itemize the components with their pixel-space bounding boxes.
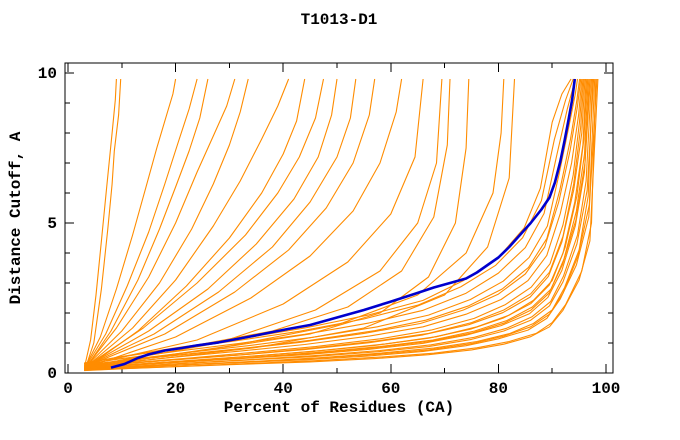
x-tick-label: 80 [489,380,508,398]
model-curve [84,78,589,370]
model-curve [91,78,403,367]
x-tick-label: 20 [166,380,185,398]
model-curve [84,78,583,368]
x-tick-label: 100 [592,380,621,398]
model-curve [84,78,596,371]
model-curve [86,78,451,368]
model-curve [84,78,597,371]
highlight-curve [110,78,577,369]
model-curve [88,78,249,365]
y-tick-label: 5 [47,215,57,233]
model-curve [84,78,594,371]
y-tick-label: 10 [38,65,57,83]
model-curve [84,78,579,366]
model-curve [90,78,338,365]
model-curve [90,78,357,365]
model-curve [86,78,470,368]
x-tick-label: 0 [63,380,73,398]
model-curve [86,78,209,366]
model-curve [86,78,177,365]
x-tick-label: 40 [274,380,293,398]
y-tick-label: 0 [47,365,57,383]
chart-title: T1013-D1 [300,11,378,29]
model-curve [84,78,588,369]
x-axis-label: Percent of Residues (CA) [223,399,455,417]
model-curve [84,78,593,370]
model-curve [85,78,122,366]
model-curve [84,78,576,365]
model-curve [84,78,584,368]
model-curve [92,78,424,365]
model-curve [89,78,290,365]
model-curve [84,78,585,369]
plot-frame [64,62,614,374]
model-curve [91,78,376,365]
model-curve [86,78,516,368]
x-tick-label: 60 [381,380,400,398]
model-curve [86,78,198,365]
model-curve [89,78,306,366]
model-curve [87,78,236,365]
model-curve [84,78,117,365]
model-curve [92,78,443,367]
model-curve [84,78,581,367]
model-curve [89,78,325,365]
